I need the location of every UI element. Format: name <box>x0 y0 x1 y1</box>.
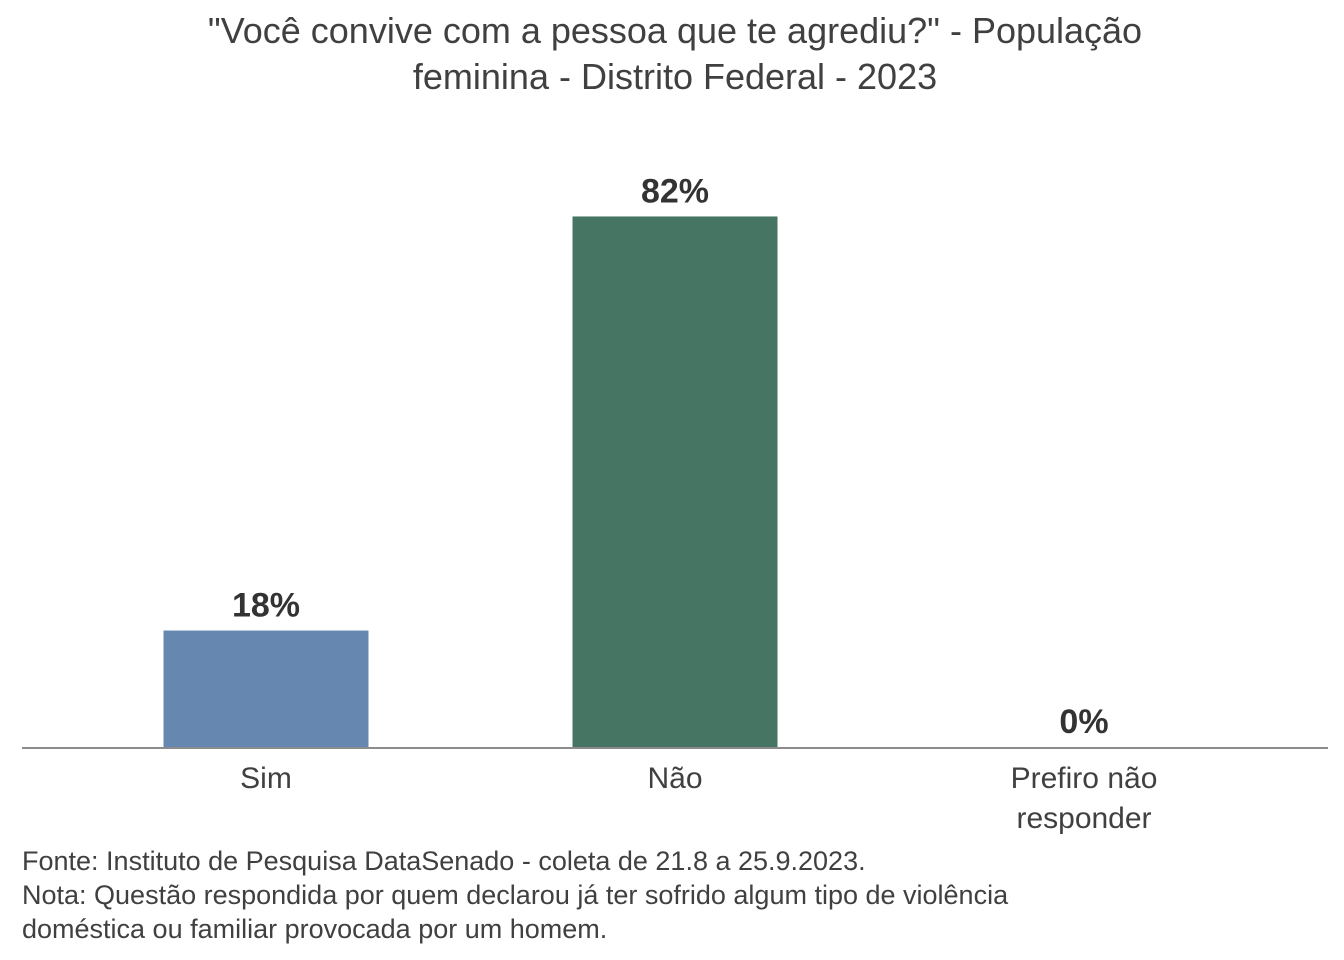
x-tick-label-1: Sim <box>240 762 292 795</box>
bar-1 <box>163 630 369 747</box>
bar-2 <box>572 216 778 747</box>
x-tick-label-3-line-1: Prefiro não <box>1011 762 1158 795</box>
data-label-2: 82% <box>641 172 709 210</box>
data-labels-group: 18% 82% 0% <box>232 172 1109 741</box>
x-tick-label-2-line-1: Não <box>647 762 702 795</box>
x-tick-label-3-line-2: responder <box>1016 802 1151 835</box>
bars-group <box>163 216 778 747</box>
source-note: Fonte: Instituto de Pesquisa DataSenado … <box>22 846 866 876</box>
x-tick-label-2: Não <box>647 762 702 795</box>
note-line-2: doméstica ou familiar provocada por um h… <box>22 914 608 944</box>
data-label-1: 18% <box>232 587 300 625</box>
x-tick-label-3: Prefiro não responder <box>1011 762 1158 835</box>
chart-footer: Fonte: Instituto de Pesquisa DataSenado … <box>22 844 1008 946</box>
data-label-3: 0% <box>1059 703 1108 741</box>
chart-title-line-1: "Você convive com a pessoa que te agredi… <box>207 10 1143 51</box>
x-tick-label-1-line-1: Sim <box>240 762 292 795</box>
chart-title: "Você convive com a pessoa que te agredi… <box>120 8 1230 100</box>
chart-title-line-2: feminina - Distrito Federal - 2023 <box>412 56 938 97</box>
note-line-1: Nota: Questão respondida por quem declar… <box>22 880 1009 910</box>
x-tick-labels-group: Sim Não Prefiro não responder <box>240 762 1157 835</box>
